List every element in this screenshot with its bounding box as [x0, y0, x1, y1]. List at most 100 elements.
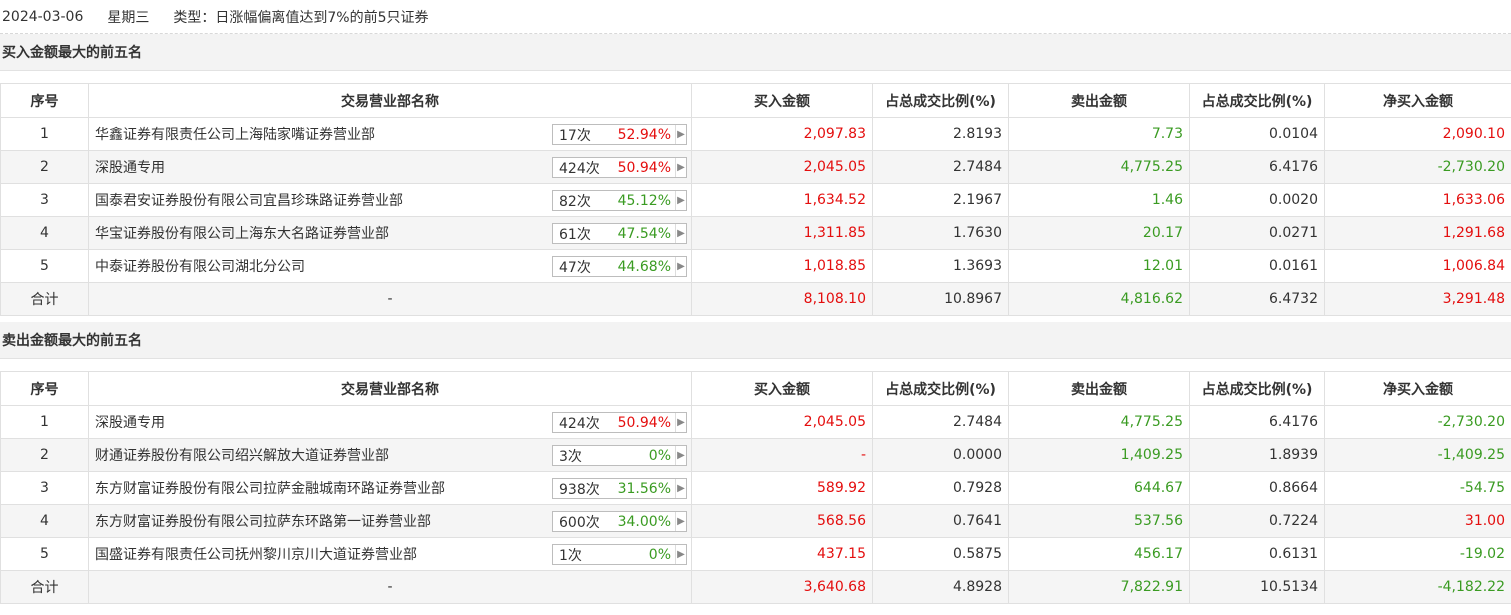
list-type: 类型：日涨幅偏离值达到7%的前5只证券	[173, 9, 429, 26]
sell-ratio: 0.0020	[1189, 183, 1325, 217]
header-sell-amount: 卖出金额	[1008, 83, 1190, 118]
dept-stats-button[interactable]: 61次 47.54% ▶	[552, 223, 687, 244]
sell-ratio: 0.0271	[1189, 216, 1325, 250]
dept-stats-button[interactable]: 47次 44.68% ▶	[552, 256, 687, 277]
appear-count: 82次	[559, 193, 591, 210]
dept-name-link[interactable]: 深股通专用	[95, 415, 165, 431]
buy-top5-table: 序号 交易营业部名称 买入金额 占总成交比例(%) 卖出金额 占总成交比例(%) 净买入金额…	[0, 83, 1511, 316]
total-row: 合计 -3,640.68 4.8928 7,822.91 10.5134 -4,182.2…	[0, 570, 1511, 604]
net-buy-amount: 2,090.10	[1324, 117, 1511, 151]
header-buy-amount: 买入金额	[691, 83, 873, 118]
table-header-row: 序号 交易营业部名称 买入金额 占总成交比例(%) 卖出金额 占总成交比例(%) 净买入金额	[0, 371, 1511, 406]
net-buy-amount: 1,291.68	[1324, 216, 1511, 250]
header-dept-name: 交易营业部名称	[88, 371, 692, 406]
dept-name-link[interactable]: 东方财富证券股份有限公司拉萨金融城南环路证券营业部	[95, 481, 445, 497]
dept-stats-button[interactable]: 3次 0% ▶	[552, 445, 687, 466]
dept-stats-button[interactable]: 17次 52.94% ▶	[552, 124, 687, 145]
dept-name-link[interactable]: 国泰君安证券股份有限公司宜昌珍珠路证券营业部	[95, 193, 403, 209]
sell-amount: 4,775.25	[1008, 150, 1190, 184]
buy-ratio: 2.1967	[872, 183, 1009, 217]
dept-cell: 华宝证券股份有限公司上海东大名路证券营业部 61次 47.54% ▶	[88, 216, 692, 250]
dept-cell: 国泰君安证券股份有限公司宜昌珍珠路证券营业部 82次 45.12% ▶	[88, 183, 692, 217]
dept-cell: 华鑫证券有限责任公司上海陆家嘴证券营业部 17次 52.94% ▶	[88, 117, 692, 151]
net-buy-amount: 1,006.84	[1324, 249, 1511, 283]
dept-name-link[interactable]: 华鑫证券有限责任公司上海陆家嘴证券营业部	[95, 127, 375, 143]
dept-cell: 东方财富证券股份有限公司拉萨金融城南环路证券营业部 938次 31.56% ▶	[88, 471, 692, 505]
header-sell-ratio: 占总成交比例(%)	[1189, 371, 1325, 406]
win-rate: 34.00%	[617, 513, 671, 530]
dept-stats-button[interactable]: 424次 50.94% ▶	[552, 157, 687, 178]
chevron-right-icon: ▶	[675, 158, 686, 177]
buy-amount: 1,634.52	[691, 183, 873, 217]
table-row[interactable]: 4 东方财富证券股份有限公司拉萨东环路第一证券营业部 600次 34.00% ▶ 568.…	[0, 504, 1511, 538]
buy-ratio: 2.8193	[872, 117, 1009, 151]
chevron-right-icon: ▶	[675, 191, 686, 210]
sell-top5-table: 序号 交易营业部名称 买入金额 占总成交比例(%) 卖出金额 占总成交比例(%) 净买入金额…	[0, 371, 1511, 604]
row-index: 2	[0, 438, 89, 472]
buy-ratio: 1.3693	[872, 249, 1009, 283]
dept-cell: 深股通专用 424次 50.94% ▶	[88, 150, 692, 184]
dept-stats-button[interactable]: 938次 31.56% ▶	[552, 478, 687, 499]
dept-name-link[interactable]: 财通证券股份有限公司绍兴解放大道证券营业部	[95, 448, 389, 464]
dept-cell: 深股通专用 424次 50.94% ▶	[88, 405, 692, 439]
buy-amount: 2,045.05	[691, 405, 873, 439]
table-row[interactable]: 4 华宝证券股份有限公司上海东大名路证券营业部 61次 47.54% ▶ 1,311.85…	[0, 216, 1511, 250]
total-sell-amount: 7,822.91	[1008, 570, 1190, 604]
table-row[interactable]: 5 中泰证券股份有限公司湖北分公司 47次 44.68% ▶ 1,018.85 1.3693…	[0, 249, 1511, 283]
buy-amount: 1,018.85	[691, 249, 873, 283]
win-rate: 47.54%	[617, 225, 671, 242]
table-row[interactable]: 2 财通证券股份有限公司绍兴解放大道证券营业部 3次 0% ▶ -0.0000 1,409.…	[0, 438, 1511, 472]
dept-stats-button[interactable]: 600次 34.00% ▶	[552, 511, 687, 532]
buy-ratio: 1.7630	[872, 216, 1009, 250]
sell-amount: 1,409.25	[1008, 438, 1190, 472]
sell-amount: 4,775.25	[1008, 405, 1190, 439]
total-row: 合计 -8,108.10 10.8967 4,816.62 6.4732 3,291.48	[0, 282, 1511, 316]
dept-stats-button[interactable]: 82次 45.12% ▶	[552, 190, 687, 211]
table-row[interactable]: 3 东方财富证券股份有限公司拉萨金融城南环路证券营业部 938次 31.56% ▶ 589…	[0, 471, 1511, 505]
appear-count: 424次	[559, 415, 600, 432]
table-row[interactable]: 3 国泰君安证券股份有限公司宜昌珍珠路证券营业部 82次 45.12% ▶ 1,634.5…	[0, 183, 1511, 217]
dept-stats-button[interactable]: 1次 0% ▶	[552, 544, 687, 565]
buy-amount: 568.56	[691, 504, 873, 538]
dept-name-link[interactable]: 深股通专用	[95, 160, 165, 176]
buy-amount: 2,097.83	[691, 117, 873, 151]
dept-stats-button[interactable]: 424次 50.94% ▶	[552, 412, 687, 433]
dept-name-link[interactable]: 东方财富证券股份有限公司拉萨东环路第一证券营业部	[95, 514, 431, 530]
header-index: 序号	[0, 371, 89, 406]
sell-amount: 20.17	[1008, 216, 1190, 250]
buy-amount: 437.15	[691, 537, 873, 571]
table-row[interactable]: 5 国盛证券有限责任公司抚州黎川京川大道证券营业部 1次 0% ▶ 437.15 0.587…	[0, 537, 1511, 571]
table-row[interactable]: 1 深股通专用 424次 50.94% ▶ 2,045.05 2.7484 4,775.25 6…	[0, 405, 1511, 439]
header-index: 序号	[0, 83, 89, 118]
table-row[interactable]: 2 深股通专用 424次 50.94% ▶ 2,045.05 2.7484 4,775.25 6…	[0, 150, 1511, 184]
sell-ratio: 0.7224	[1189, 504, 1325, 538]
row-index: 4	[0, 216, 89, 250]
info-bar: 2024-03-06 星期三 类型：日涨幅偏离值达到7%的前5只证券	[0, 0, 1511, 34]
dept-name-link[interactable]: 华宝证券股份有限公司上海东大名路证券营业部	[95, 226, 389, 242]
dept-name-link[interactable]: 中泰证券股份有限公司湖北分公司	[95, 259, 305, 275]
row-index: 1	[0, 117, 89, 151]
total-buy-amount: 8,108.10	[691, 282, 873, 316]
win-rate: 50.94%	[617, 159, 671, 176]
win-rate: 0%	[648, 546, 671, 563]
total-label: 合计	[0, 282, 89, 316]
table-row[interactable]: 1 华鑫证券有限责任公司上海陆家嘴证券营业部 17次 52.94% ▶ 2,097.83 2…	[0, 117, 1511, 151]
total-name: -	[88, 570, 692, 604]
buy-ratio: 0.7928	[872, 471, 1009, 505]
win-rate: 45.12%	[617, 192, 671, 209]
sell-ratio: 0.0104	[1189, 117, 1325, 151]
appear-count: 17次	[559, 127, 591, 144]
appear-count: 61次	[559, 226, 591, 243]
appear-count: 47次	[559, 259, 591, 276]
row-index: 2	[0, 150, 89, 184]
table-header-row: 序号 交易营业部名称 买入金额 占总成交比例(%) 卖出金额 占总成交比例(%) 净买入金额	[0, 83, 1511, 118]
total-sell-ratio: 6.4732	[1189, 282, 1325, 316]
dept-name-link[interactable]: 国盛证券有限责任公司抚州黎川京川大道证券营业部	[95, 547, 417, 563]
row-index: 3	[0, 183, 89, 217]
chevron-right-icon: ▶	[675, 512, 686, 531]
total-net-buy: 3,291.48	[1324, 282, 1511, 316]
buy-ratio: 2.7484	[872, 150, 1009, 184]
header-buy-ratio: 占总成交比例(%)	[872, 83, 1009, 118]
chevron-right-icon: ▶	[675, 545, 686, 564]
row-index: 5	[0, 249, 89, 283]
